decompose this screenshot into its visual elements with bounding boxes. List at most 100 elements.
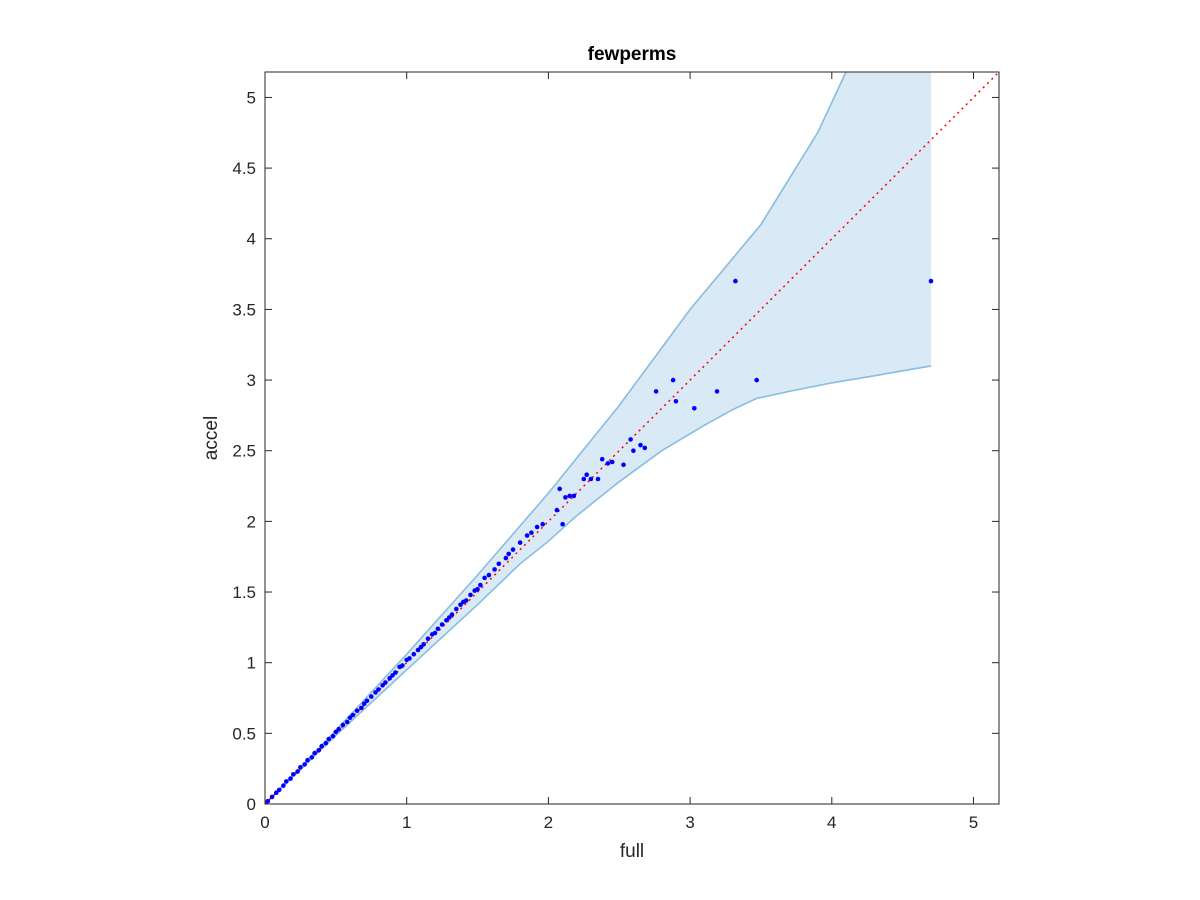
data-point [595, 476, 601, 482]
data-point [524, 533, 530, 538]
data-point [449, 612, 455, 617]
x-tick-label: 1 [402, 813, 411, 832]
data-point [584, 472, 589, 478]
data-point [274, 790, 279, 795]
data-point [316, 748, 322, 753]
data-point [506, 551, 512, 557]
data-point [754, 377, 759, 383]
confidence-band-lower-edge [264, 365, 932, 805]
data-point [482, 575, 487, 581]
data-point [670, 377, 676, 383]
data-point [347, 715, 353, 721]
x-tick-label: 0 [260, 813, 269, 832]
x-axis-label: full [620, 841, 644, 862]
data-point [599, 456, 605, 462]
data-point [364, 698, 370, 704]
data-point [444, 618, 449, 623]
data-point [642, 445, 648, 451]
data-point [435, 626, 441, 632]
data-point [418, 644, 424, 650]
data-point [928, 278, 934, 284]
data-point [383, 680, 388, 685]
data-point [291, 772, 296, 777]
y-tick-label: 3.5 [232, 300, 256, 319]
y-tick-label: 0.5 [232, 724, 256, 743]
data-point [284, 779, 289, 784]
data-point [673, 399, 679, 404]
chart-title: fewperms [588, 44, 677, 65]
data-point [265, 798, 271, 804]
data-point [540, 521, 545, 527]
data-point [609, 459, 615, 465]
data-point [454, 606, 459, 612]
data-point [458, 602, 463, 607]
data-point [733, 278, 738, 284]
data-point [393, 670, 398, 675]
data-point [554, 507, 560, 513]
data-point [605, 461, 611, 466]
data-point [486, 572, 492, 578]
data-point [478, 582, 483, 588]
data-point [276, 787, 282, 793]
data-point [376, 687, 381, 692]
data-point [411, 651, 417, 657]
x-tick-label: 4 [827, 813, 836, 832]
data-points [265, 278, 934, 804]
data-point [529, 530, 534, 535]
data-point [446, 615, 452, 620]
data-point [354, 708, 360, 713]
data-point [628, 437, 633, 442]
data-point [631, 448, 636, 454]
x-tick-label: 3 [685, 813, 694, 832]
data-point [439, 622, 445, 627]
data-point [340, 722, 346, 728]
data-point [344, 719, 350, 725]
data-point [415, 647, 421, 653]
data-point [510, 547, 516, 552]
data-point [432, 630, 438, 636]
y-tick-label: 3 [247, 371, 256, 390]
data-point [571, 493, 577, 499]
x-axis-ticks: 0 1 2 3 4 5 [260, 72, 978, 832]
data-point [350, 712, 356, 718]
axes-frame [264, 71, 1000, 805]
data-point [302, 762, 308, 767]
data-point [653, 389, 659, 394]
y-tick-label: 4 [247, 230, 256, 249]
y-axis-label: accel [201, 416, 222, 460]
data-point [309, 755, 315, 760]
data-point [621, 462, 626, 468]
data-point [369, 694, 374, 699]
confidence-band [264, 71, 932, 805]
data-point [563, 495, 568, 500]
data-point [407, 656, 412, 661]
data-point [421, 642, 427, 647]
data-point [298, 765, 303, 770]
data-point [496, 561, 502, 567]
data-point [400, 663, 405, 668]
data-point [714, 389, 720, 394]
confidence-band-fill [265, 72, 931, 804]
data-point [380, 683, 385, 688]
data-point [390, 673, 395, 678]
data-point [588, 476, 594, 482]
data-point [475, 586, 480, 592]
data-point [312, 750, 317, 756]
confidence-band-upper-edge [264, 71, 847, 805]
data-point [567, 493, 572, 499]
data-point [503, 555, 509, 561]
data-point [269, 794, 275, 800]
data-point [333, 729, 339, 735]
data-point [288, 776, 293, 781]
data-point [468, 592, 473, 598]
y-tick-label: 0 [247, 795, 256, 814]
data-point [387, 675, 393, 681]
data-point [326, 736, 332, 742]
data-point [425, 636, 431, 641]
data-point [692, 406, 697, 411]
data-point [492, 567, 497, 572]
data-point [560, 521, 565, 527]
data-point [305, 757, 310, 763]
x-tick-label: 2 [544, 813, 553, 832]
